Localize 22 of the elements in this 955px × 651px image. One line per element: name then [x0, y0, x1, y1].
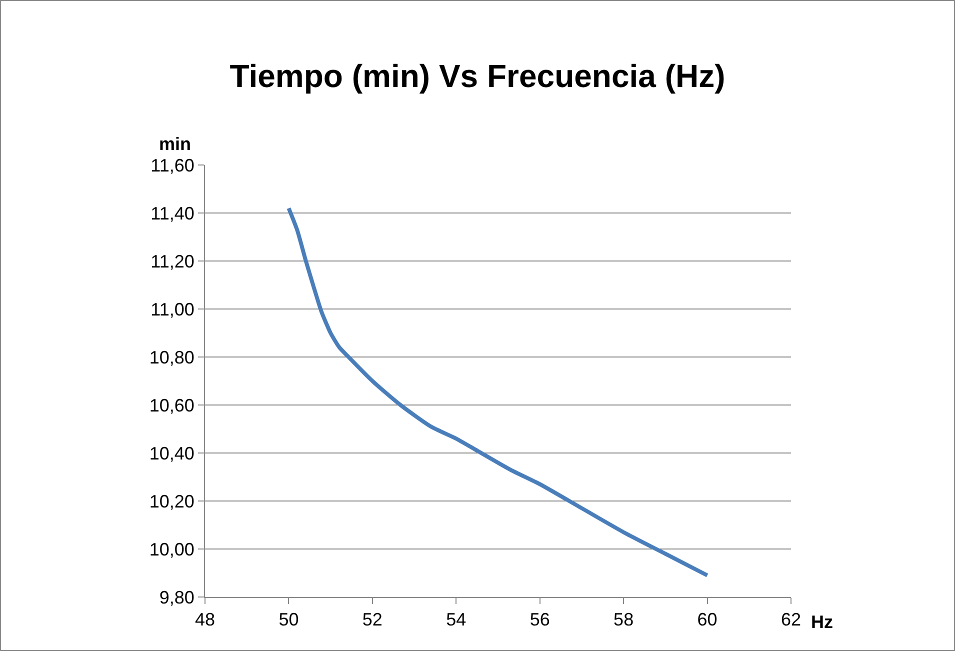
y-tick-label: 10,00: [149, 539, 194, 560]
y-axis-title: min: [159, 134, 192, 154]
y-tick-label: 10,20: [149, 491, 194, 512]
y-tick-label: 9,80: [159, 587, 194, 608]
y-tick-label: 10,60: [149, 395, 194, 416]
y-tick-label: 11,00: [150, 299, 194, 320]
y-tick-label: 10,40: [149, 443, 194, 464]
x-tick-label: 58: [614, 610, 634, 630]
y-tick-label: 11,20: [150, 251, 194, 272]
x-tick-label: 62: [780, 610, 802, 630]
x-tick-label: 50: [278, 610, 299, 630]
y-tick-label: 10,80: [149, 347, 194, 368]
chart-title: Tiempo (min) Vs Frecuencia (Hz): [230, 58, 726, 94]
x-axis-title: Hz: [811, 612, 833, 632]
x-tick-label: 52: [362, 610, 382, 630]
x-tick-label: 48: [194, 610, 216, 630]
y-tick-label: 11,60: [150, 155, 194, 176]
y-tick-label: 11,40: [150, 203, 194, 224]
x-tick-label: 54: [446, 610, 466, 630]
x-tick-label: 56: [530, 610, 550, 630]
x-tick-label: 60: [697, 610, 718, 630]
line-series: [286, 206, 710, 578]
